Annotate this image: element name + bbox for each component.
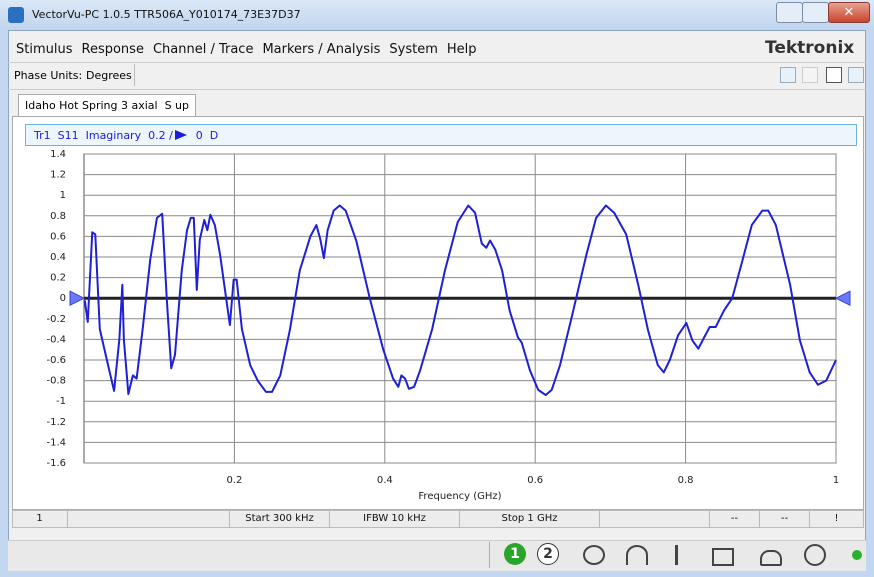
menu-item[interactable]: Markers / Analysis [262,42,381,57]
window-title: VectorVu-PC 1.0.5 TTR506A_Y010174_73E37D… [32,8,301,21]
toolbar [8,62,866,90]
menu-item[interactable]: Stimulus [16,42,73,57]
trace-parameter: S11 [57,128,79,142]
menu-item[interactable]: Help [446,42,477,57]
close-button[interactable]: ✕ [828,2,870,23]
channel-2-button[interactable]: 2 [537,543,559,565]
phase-units-label: Phase Units: [14,69,83,82]
settings-icon[interactable] [760,550,782,566]
rf-icon[interactable] [626,545,648,565]
status-cell: -- [760,510,810,528]
undo-button[interactable] [780,67,796,83]
chart-panel [12,116,864,510]
menu-bar: Stimulus Response Channel / Trace Markers /… [16,42,486,57]
trace-unit: D [209,128,219,142]
title-bar: VectorVu-PC 1.0.5 TTR506A_Y010174_73E37D… [0,0,874,30]
phase-units-value[interactable]: Degrees [86,69,132,82]
back-button[interactable] [848,67,864,83]
status-divider-cell [600,510,710,528]
status-cell: Stop 1 GHz [460,510,600,528]
status-cell: Start 300 kHz [230,510,330,528]
status-divider-cell [68,510,230,528]
redo-button[interactable] [802,67,818,83]
app-icon [8,7,24,23]
trace-header[interactable]: Tr1 S11 Imaginary 0.2 / 0 D [25,124,857,146]
separator [489,542,490,568]
sweep-icon[interactable] [583,545,605,565]
channel-1-button[interactable]: 1 [504,543,526,565]
trace-reference: 0 [195,128,203,142]
maximize-button[interactable] [802,2,829,23]
trace-name: Tr1 [34,128,51,142]
status-cell: ! [810,510,864,528]
bottom-bar [8,540,866,571]
status-led [852,550,862,560]
menu-item[interactable]: Channel / Trace [152,42,254,57]
tab[interactable]: Idaho Hot Spring 3 axial S up [18,94,196,117]
status-cell: -- [710,510,760,528]
minimize-button[interactable] [776,2,803,23]
trace-scale: 0.2 / [148,128,173,142]
separator [134,64,135,86]
temperature-icon[interactable] [804,544,826,566]
brand: Tektronix [765,38,855,58]
reference-icon [174,130,187,140]
trace-format: Imaginary [85,128,142,142]
status-cell: 1 [12,510,68,528]
status-cell: IFBW 10 kHz [330,510,460,528]
layout-button[interactable] [826,67,842,83]
calibration-icon[interactable] [712,548,734,566]
menu-item[interactable]: System [389,42,438,57]
menu-item[interactable]: Response [81,42,144,57]
trigger-icon[interactable] [675,545,678,565]
